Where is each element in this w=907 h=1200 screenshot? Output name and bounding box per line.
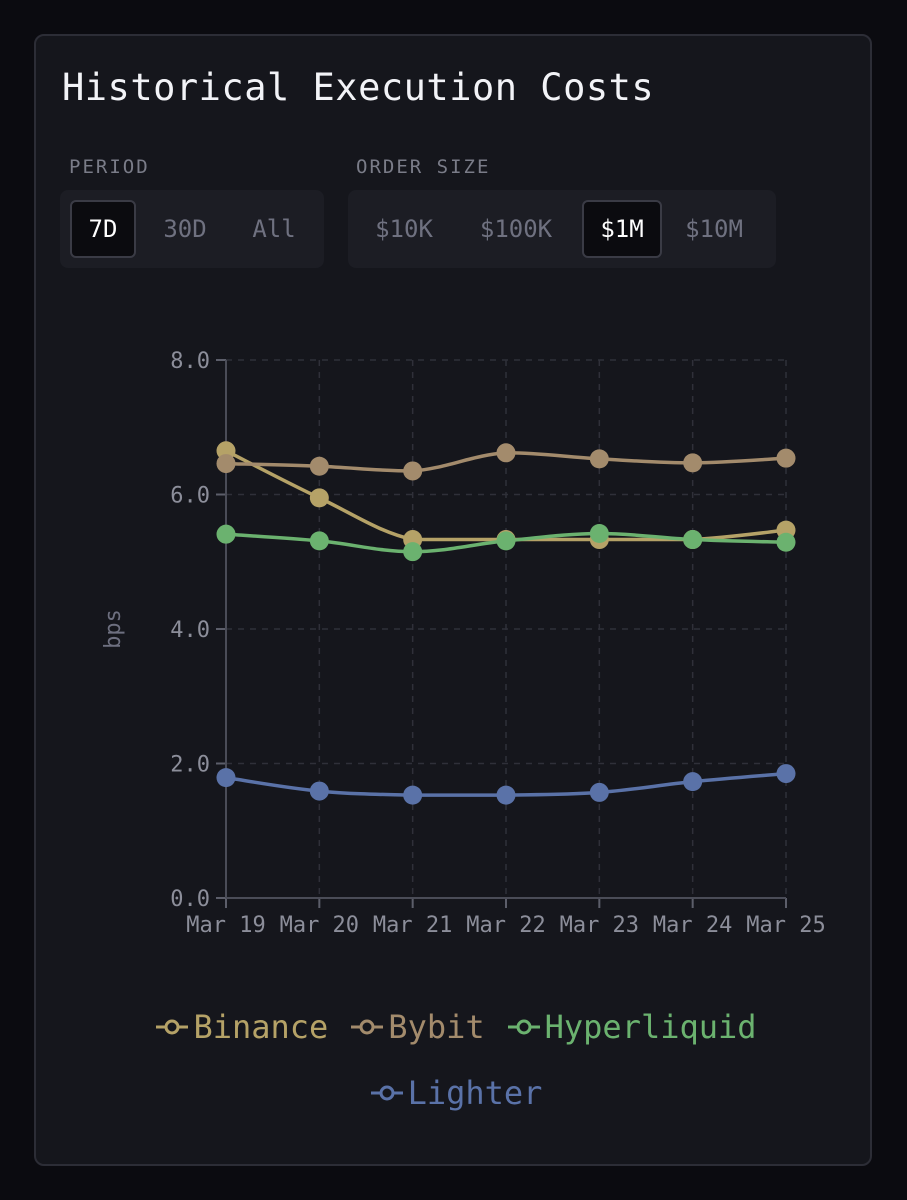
- data-point-bybit: [496, 443, 516, 463]
- order-size-option-100k[interactable]: $100K: [479, 215, 553, 243]
- legend-item-hyperliquid[interactable]: Hyperliquid: [507, 1008, 757, 1046]
- order-size-option-10k[interactable]: $10K: [375, 215, 433, 243]
- y-tick-label: 6.0: [170, 484, 210, 509]
- x-tick-label: Mar 22: [466, 913, 545, 938]
- y-tick-label: 8.0: [170, 349, 210, 374]
- y-tick-label: 2.0: [170, 753, 210, 778]
- y-tick-label: 4.0: [170, 618, 210, 643]
- period-label: PERIOD: [69, 156, 150, 178]
- data-point-hyperliquid: [589, 524, 609, 544]
- data-point-bybit: [216, 454, 236, 474]
- data-point-bybit: [776, 448, 796, 468]
- y-axis-title: bps: [101, 609, 126, 649]
- data-point-lighter: [216, 768, 236, 788]
- data-point-hyperliquid: [776, 532, 796, 552]
- data-point-bybit: [683, 453, 703, 473]
- legend-label: Bybit: [388, 1008, 485, 1046]
- data-point-lighter: [683, 772, 703, 792]
- data-point-hyperliquid: [683, 530, 703, 550]
- data-point-hyperliquid: [309, 531, 329, 551]
- y-tick-label: 0.0: [170, 887, 210, 912]
- data-point-bybit: [309, 456, 329, 476]
- period-option-7d[interactable]: 7D: [70, 200, 136, 258]
- chart-legend: Binance Bybit Hyperliquid Lighter: [96, 1008, 816, 1112]
- order-size-option-1m[interactable]: $1M: [582, 200, 662, 258]
- data-point-hyperliquid: [216, 524, 236, 544]
- line-chart: 0.0 2.0 4.0 6.0 8.0 Mar 19 Mar 20 Mar 21 Mar 22 M…: [101, 349, 826, 938]
- data-point-hyperliquid: [403, 542, 423, 562]
- order-size-selector: $10K $100K $1M $10M: [348, 190, 776, 268]
- data-point-lighter: [589, 782, 609, 802]
- x-tick-label: Mar 24: [653, 913, 732, 938]
- data-point-bybit: [589, 449, 609, 469]
- x-tick-label: Mar 23: [560, 913, 639, 938]
- data-point-bybit: [403, 461, 423, 481]
- legend-label: Lighter: [407, 1074, 543, 1112]
- period-selector: 7D 30D All: [60, 190, 324, 268]
- legend-item-lighter[interactable]: Lighter: [370, 1074, 543, 1112]
- data-point-lighter: [776, 764, 796, 784]
- legend-swatch-icon: [370, 1085, 403, 1101]
- order-size-option-10m[interactable]: $10M: [685, 215, 743, 243]
- order-size-label: ORDER SIZE: [356, 156, 491, 178]
- data-point-lighter: [403, 785, 423, 805]
- x-tick-label: Mar 25: [746, 913, 825, 938]
- data-point-hyperliquid: [496, 531, 516, 551]
- legend-item-bybit[interactable]: Bybit: [350, 1008, 485, 1046]
- period-option-all[interactable]: All: [252, 215, 296, 243]
- card-title: Historical Execution Costs: [62, 66, 655, 109]
- data-point-lighter: [309, 781, 329, 801]
- legend-label: Hyperliquid: [544, 1008, 757, 1046]
- data-point-binance: [309, 488, 329, 508]
- legend-swatch-icon: [351, 1019, 384, 1035]
- legend-label: Binance: [193, 1008, 329, 1046]
- legend-swatch-icon: [507, 1019, 540, 1035]
- period-option-30d[interactable]: 30D: [163, 215, 207, 243]
- x-tick-label: Mar 19: [186, 913, 265, 938]
- legend-swatch-icon: [156, 1019, 189, 1035]
- data-point-lighter: [496, 785, 516, 805]
- execution-costs-card: Historical Execution Costs PERIOD 7D 30D…: [34, 34, 872, 1166]
- x-tick-label: Mar 21: [373, 913, 452, 938]
- x-tick-label: Mar 20: [280, 913, 359, 938]
- legend-item-binance[interactable]: Binance: [155, 1008, 328, 1046]
